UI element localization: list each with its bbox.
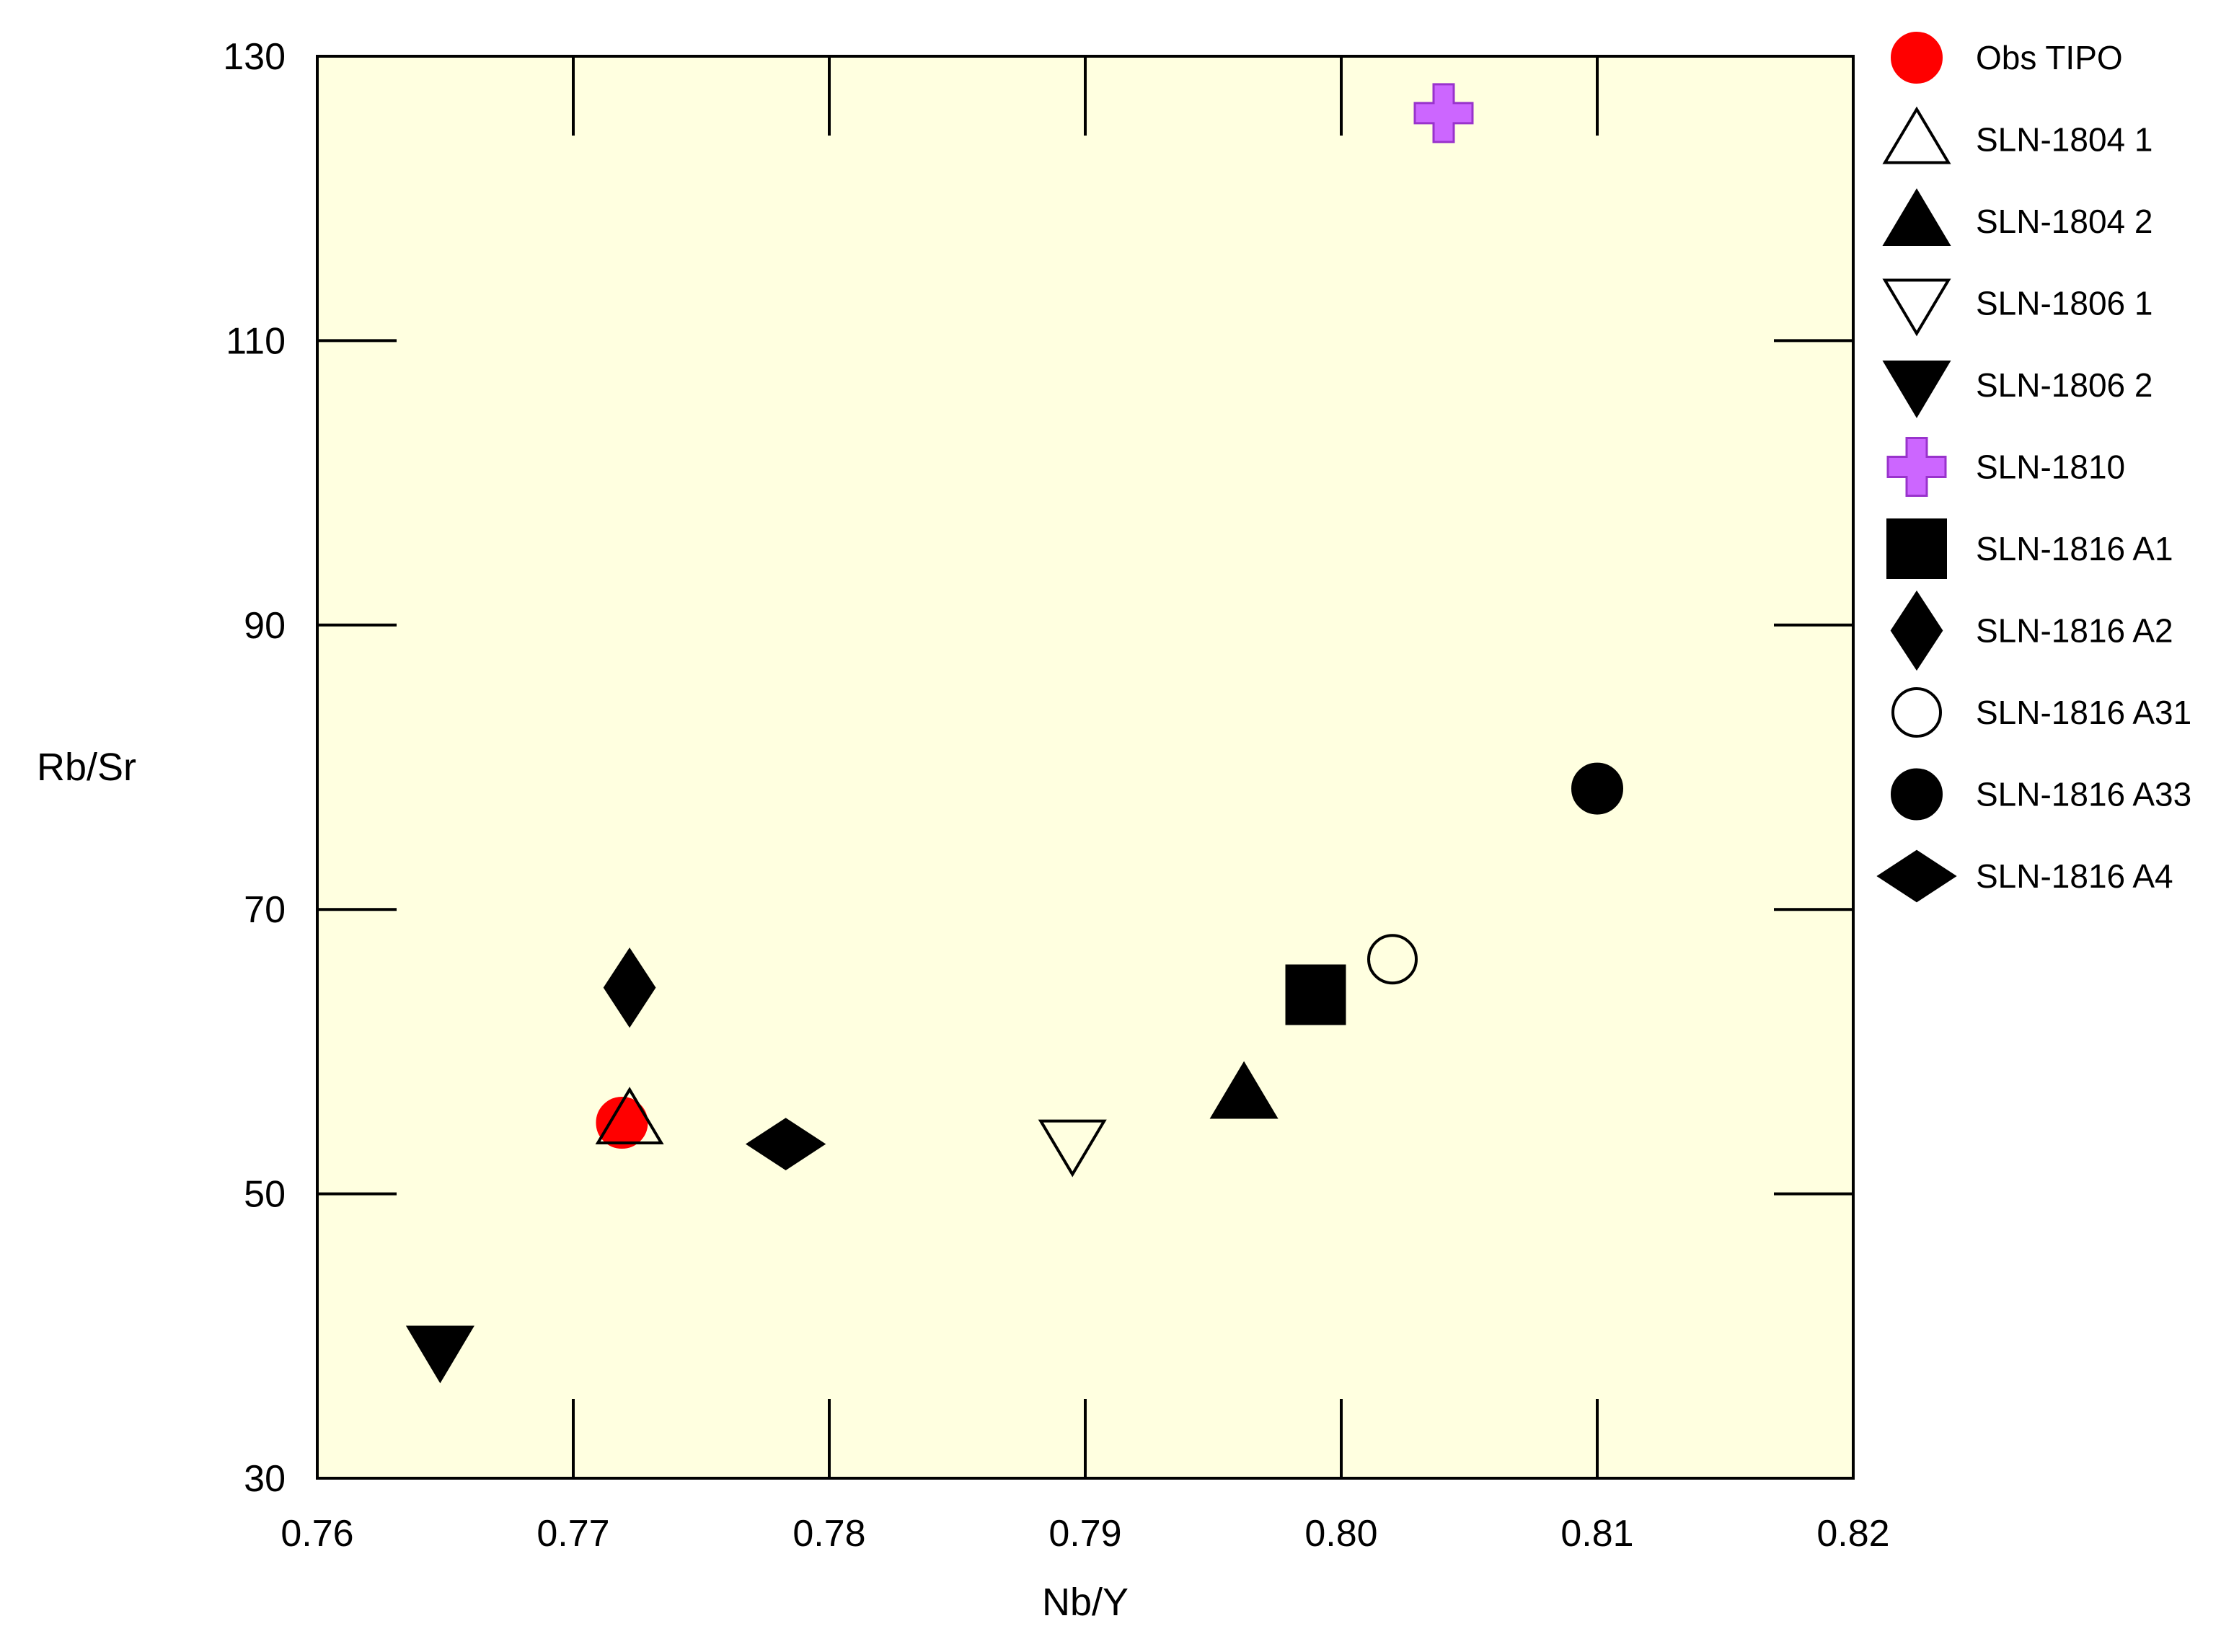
legend-item: Obs TIPO [1891, 32, 2123, 84]
legend-label: SLN-1806 1 [1976, 285, 2153, 322]
legend-label: SLN-1816 A33 [1976, 776, 2191, 813]
axis-tick-labels: 0.76 0.77 0.78 0.79 0.80 0.81 0.82 30 50 70 90 110 1… [223, 36, 1889, 1555]
legend-item: SLN-1816 A2 [1890, 590, 2173, 671]
x-tick-label: 0.81 [1560, 1513, 1633, 1555]
legend-marker [1882, 278, 1951, 337]
data-point [1413, 83, 1474, 143]
legend-marker [1890, 590, 1943, 671]
legend-label: SLN-1804 1 [1976, 121, 2153, 159]
legend-label: SLN-1810 [1976, 449, 2125, 486]
legend-marker [1886, 437, 1947, 497]
y-tick-label: 110 [226, 320, 286, 362]
data-point [1209, 1061, 1279, 1119]
legend-marker [1891, 687, 1942, 738]
legend-label: Obs TIPO [1976, 39, 2123, 76]
legend-marker [1882, 188, 1951, 246]
data-point [405, 1325, 474, 1384]
legend-label: SLN-1816 A2 [1976, 612, 2173, 650]
x-tick-label: 0.82 [1816, 1513, 1889, 1555]
legend-marker [1882, 106, 1951, 164]
data-point [1038, 1119, 1107, 1178]
x-tick-label: 0.79 [1048, 1513, 1121, 1555]
legend-item: SLN-1810 [1886, 437, 2125, 497]
data-point [1367, 934, 1418, 985]
legend-item: SLN-1816 A33 [1891, 768, 2191, 821]
x-tick-label: 0.76 [281, 1513, 353, 1555]
axis-ticks [316, 55, 1855, 1480]
x-tick-label: 0.78 [792, 1513, 865, 1555]
y-tick-label: 130 [223, 36, 286, 78]
legend-label: SLN-1816 A4 [1976, 857, 2173, 895]
legend-label: SLN-1806 2 [1976, 366, 2153, 404]
data-points [405, 83, 1623, 1384]
data-point [1285, 964, 1346, 1025]
x-tick-label: 0.80 [1304, 1513, 1377, 1555]
legend: Obs TIPO SLN-1804 1 SLN-1804 2 SLN-1806 1 SL… [1876, 32, 2191, 903]
data-point [603, 948, 656, 1028]
plot-area [316, 55, 1855, 1480]
legend-label: SLN-1804 2 [1976, 203, 2153, 240]
x-axis-title: Nb/Y [1042, 1581, 1129, 1624]
legend-item: SLN-1816 A1 [1886, 518, 2173, 579]
legend-item: SLN-1806 1 [1882, 278, 2153, 337]
data-point [1571, 762, 1623, 815]
legend-item: SLN-1816 A31 [1891, 687, 2191, 738]
legend-marker [1876, 849, 1957, 903]
legend-item: SLN-1804 1 [1882, 106, 2153, 164]
legend-marker [1891, 768, 1943, 821]
x-tick-label: 0.77 [537, 1513, 609, 1555]
legend-item: SLN-1806 2 [1882, 361, 2153, 418]
legend-marker [1882, 361, 1951, 418]
legend-item: SLN-1816 A4 [1876, 849, 2173, 903]
y-tick-label: 90 [244, 605, 286, 647]
legend-label: SLN-1816 A1 [1976, 530, 2173, 567]
data-point [595, 1087, 664, 1145]
legend-item: SLN-1804 2 [1882, 188, 2153, 246]
legend-marker [1891, 32, 1943, 84]
y-tick-label: 30 [244, 1458, 286, 1500]
y-tick-label: 50 [244, 1174, 286, 1216]
legend-marker [1886, 518, 1947, 579]
y-axis-title: Rb/Sr [37, 746, 136, 789]
data-point [745, 1118, 826, 1170]
y-tick-label: 70 [244, 889, 286, 931]
data-point [596, 1097, 648, 1149]
legend-label: SLN-1816 A31 [1976, 694, 2191, 731]
